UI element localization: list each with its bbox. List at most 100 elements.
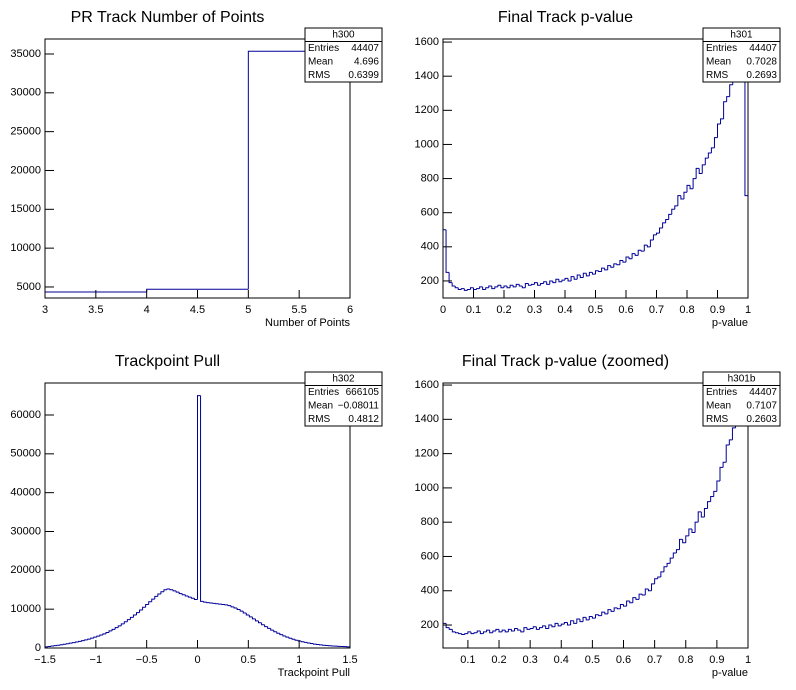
- histogram-bin: [644, 588, 649, 596]
- histogram-bin: [242, 611, 247, 614]
- stats-label: Entries: [706, 387, 737, 398]
- histogram-bin: [145, 604, 149, 608]
- histogram-bin: [491, 286, 495, 290]
- x-tick-label: 0.4: [557, 304, 572, 316]
- histogram-bin: [443, 622, 447, 648]
- histogram-bin: [470, 631, 475, 635]
- stats-label: Entries: [706, 43, 737, 54]
- stats-value: 0.7028: [746, 56, 777, 67]
- histogram-bin: [588, 615, 593, 620]
- histogram-bin: [713, 490, 717, 497]
- histogram-bin: [84, 639, 88, 641]
- histogram-bin: [570, 276, 575, 281]
- stats-name: h301b: [728, 373, 756, 384]
- histogram-bin: [494, 286, 498, 289]
- histogram-bin: [595, 614, 599, 619]
- histogram-bin: [543, 281, 547, 284]
- stats-value: 4.696: [354, 56, 379, 67]
- y-tick-label: 10000: [10, 603, 41, 615]
- histogram-bin: [540, 282, 544, 286]
- x-tick-label: 1: [745, 304, 751, 316]
- histogram-bin: [554, 622, 559, 627]
- y-tick-label: 0: [35, 642, 41, 654]
- histogram-bin: [619, 603, 624, 609]
- histogram-bin: [178, 592, 183, 595]
- histogram-bin: [729, 84, 733, 97]
- histogram-bin: [563, 621, 568, 625]
- histogram-bin: [719, 466, 724, 482]
- histogram-bin: [258, 620, 262, 624]
- histogram-bin: [120, 623, 125, 626]
- histogram-bin: [637, 249, 642, 256]
- histogram-bin: [607, 265, 611, 270]
- x-tick-label: −0.5: [136, 654, 158, 666]
- y-tick-label: 15000: [10, 203, 41, 215]
- histogram-bin: [665, 219, 669, 223]
- histogram-bin: [613, 607, 618, 612]
- histogram-bin: [504, 630, 509, 633]
- histogram-bin: [346, 646, 350, 648]
- stats-label: RMS: [706, 70, 729, 81]
- stats-label: Mean: [706, 400, 731, 411]
- histogram-bin: [607, 609, 612, 614]
- x-axis-title: Number of Points: [265, 317, 350, 329]
- histogram-bin: [570, 620, 574, 626]
- histogram-bin: [489, 630, 493, 634]
- histogram-bin: [239, 609, 244, 612]
- histogram-bin: [529, 627, 534, 630]
- histogram-bin: [460, 288, 465, 290]
- stats-name: h300: [332, 29, 355, 40]
- histogram-bin: [674, 205, 678, 210]
- histogram-bin: [552, 280, 556, 284]
- x-tick-label: 0.6: [616, 654, 631, 666]
- histogram-bin: [643, 244, 648, 252]
- histogram-bin: [635, 597, 640, 600]
- histogram-bin: [510, 629, 515, 632]
- y-tick-label: 40000: [10, 487, 41, 499]
- histogram-bin: [111, 628, 116, 631]
- y-tick-label: 1600: [415, 379, 439, 391]
- x-tick-label: 0.9: [709, 654, 724, 666]
- histogram-bin: [598, 270, 602, 273]
- histogram-bin: [267, 626, 271, 629]
- x-tick-label: 3: [42, 304, 48, 316]
- x-tick-label: 0.7: [649, 304, 664, 316]
- y-tick-label: 30000: [10, 87, 41, 99]
- x-tick-label: 0.2: [496, 304, 511, 316]
- stats-value: 0.4812: [348, 414, 379, 425]
- histogram-bin: [163, 589, 167, 592]
- stats-box: [702, 27, 781, 83]
- histogram-bin: [725, 444, 730, 463]
- frame: [442, 382, 749, 649]
- histogram-bin: [233, 606, 238, 609]
- histogram-bin: [656, 232, 660, 235]
- histogram-bin: [309, 642, 314, 645]
- histogram-bin: [720, 118, 724, 124]
- x-tick-label: 1: [745, 654, 751, 666]
- histogram-bin: [65, 643, 70, 645]
- y-tick-label: 200: [421, 619, 439, 631]
- histogram-bin: [492, 630, 496, 633]
- histogram-bin: [564, 277, 569, 281]
- histogram-bin: [448, 272, 453, 284]
- histogram-bin: [610, 265, 614, 268]
- histogram-bin: [549, 280, 553, 285]
- histogram-bin: [744, 62, 748, 298]
- histogram-bin: [45, 291, 147, 298]
- y-tick-label: 1000: [415, 482, 439, 494]
- histogram-bin: [306, 642, 311, 644]
- histogram-bin: [695, 167, 700, 179]
- histogram-bin: [123, 621, 128, 624]
- histogram-bin: [688, 528, 692, 536]
- histogram-bin: [190, 597, 195, 599]
- histogram-bin: [604, 268, 608, 271]
- x-tick-label: 0: [440, 304, 446, 316]
- histogram-bin: [588, 271, 593, 276]
- histogram-bin: [576, 274, 581, 280]
- histogram-bin: [482, 631, 487, 634]
- histogram-bin: [300, 641, 305, 643]
- frame: [44, 38, 351, 299]
- stats-value: −0.08011: [338, 400, 380, 411]
- histogram-bin: [461, 633, 465, 635]
